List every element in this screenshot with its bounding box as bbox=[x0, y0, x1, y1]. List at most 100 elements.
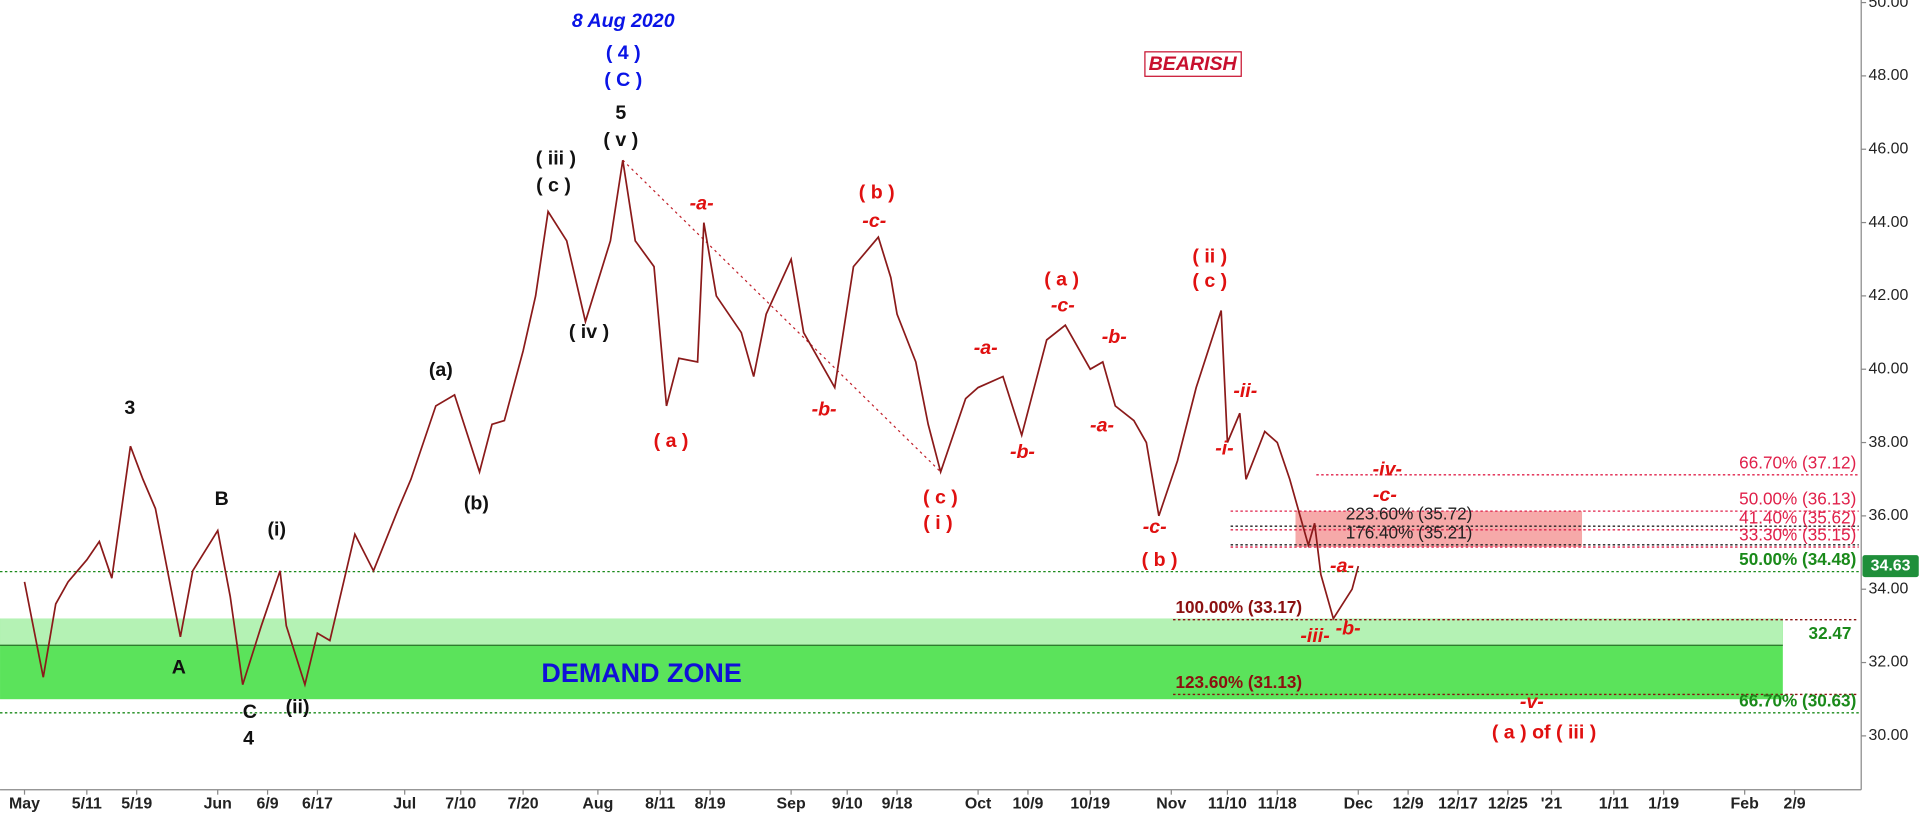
level-label: 41.40% (35.62) bbox=[1739, 507, 1856, 527]
wave-label: ( i ) bbox=[923, 512, 952, 534]
y-tick-label: 44.00 bbox=[1869, 214, 1909, 231]
x-tick-label: 1/11 bbox=[1599, 796, 1629, 813]
wave-label: 3 bbox=[124, 397, 135, 419]
wave-label: ( v ) bbox=[603, 129, 638, 151]
level-label: 33.30% (35.15) bbox=[1739, 525, 1856, 545]
wave-label: A bbox=[172, 657, 186, 679]
x-tick-label: Jul bbox=[393, 796, 416, 813]
zone-label: DEMAND ZONE bbox=[541, 658, 741, 688]
zone bbox=[0, 618, 1783, 646]
level-label: 100.00% (33.17) bbox=[1176, 597, 1303, 617]
wave-label: B bbox=[215, 488, 229, 510]
wave-label: (i) bbox=[268, 518, 286, 540]
wave-label: ( c ) bbox=[536, 174, 571, 196]
wave-label: -ii- bbox=[1233, 380, 1257, 402]
wave-label: ( ii ) bbox=[1192, 245, 1227, 267]
x-tick-label: Sep bbox=[777, 796, 806, 813]
level-label: 66.70% (30.63) bbox=[1739, 690, 1856, 710]
wave-label: ( a ) bbox=[1044, 269, 1079, 291]
wave-label: -a- bbox=[974, 337, 998, 359]
x-tick-label: 7/20 bbox=[508, 796, 539, 813]
x-tick-label: 11/18 bbox=[1258, 796, 1297, 813]
wave-label: 4 bbox=[243, 728, 254, 750]
trend-line bbox=[622, 159, 942, 473]
wave-label: ( a ) of ( iii ) bbox=[1492, 722, 1596, 744]
last-price-badge bbox=[1862, 555, 1919, 578]
level-label: 50.00% (36.13) bbox=[1739, 489, 1856, 509]
wave-label: -iv- bbox=[1373, 458, 1402, 480]
last-price-label: 34.63 bbox=[1871, 557, 1911, 574]
wave-label: ( b ) bbox=[1142, 549, 1178, 571]
wave-label: -b- bbox=[1010, 441, 1035, 463]
wave-label: ( c ) bbox=[923, 487, 958, 509]
y-tick-label: 46.00 bbox=[1869, 140, 1909, 157]
x-tick-label: Dec bbox=[1344, 796, 1373, 813]
wave-label: ( C ) bbox=[604, 69, 642, 91]
wave-label: ( iv ) bbox=[569, 321, 609, 343]
y-tick-label: 36.00 bbox=[1869, 507, 1909, 524]
wave-label: -b- bbox=[1336, 618, 1361, 640]
wave-label: -a- bbox=[690, 193, 714, 215]
badge-frame bbox=[1144, 51, 1242, 77]
x-tick-label: 6/17 bbox=[302, 796, 333, 813]
wave-label: -b- bbox=[1102, 326, 1127, 348]
wave-label: (b) bbox=[464, 493, 489, 515]
x-tick-label: Nov bbox=[1156, 796, 1186, 813]
wave-label: -v- bbox=[1520, 691, 1544, 713]
x-tick-label: 12/9 bbox=[1393, 796, 1424, 813]
wave-label: 8 Aug 2020 bbox=[572, 10, 675, 32]
x-tick-label: May bbox=[9, 796, 40, 813]
y-tick-label: 38.00 bbox=[1869, 434, 1909, 451]
wave-label: (a) bbox=[429, 359, 453, 381]
y-tick-label: 32.00 bbox=[1869, 654, 1909, 671]
level-label: 32.47 bbox=[1809, 623, 1852, 643]
x-tick-label: 8/11 bbox=[645, 796, 675, 813]
x-tick-label: 8/19 bbox=[695, 796, 726, 813]
x-tick-label: Jun bbox=[204, 796, 232, 813]
x-tick-label: 11/10 bbox=[1208, 796, 1247, 813]
wave-label: -i- bbox=[1215, 438, 1233, 460]
y-tick-label: 48.00 bbox=[1869, 67, 1909, 84]
x-tick-label: 12/25 bbox=[1488, 796, 1528, 813]
y-tick-label: 42.00 bbox=[1869, 287, 1909, 304]
x-tick-label: Aug bbox=[582, 796, 613, 813]
y-tick-label: 34.00 bbox=[1869, 580, 1909, 597]
level-label: 176.40% (35.21) bbox=[1346, 522, 1473, 542]
x-tick-label: 12/17 bbox=[1438, 796, 1478, 813]
x-tick-label: 9/18 bbox=[882, 796, 913, 813]
wave-label: -b- bbox=[812, 398, 837, 420]
wave-label: 5 bbox=[615, 102, 626, 124]
x-tick-label: 10/9 bbox=[1012, 796, 1043, 813]
wave-label: ( b ) bbox=[859, 182, 895, 204]
level-label: 223.60% (35.72) bbox=[1346, 504, 1473, 524]
x-tick-label: Oct bbox=[965, 796, 992, 813]
wave-label: -c- bbox=[1373, 484, 1397, 506]
x-tick-label: Feb bbox=[1731, 796, 1760, 813]
x-tick-label: 9/10 bbox=[832, 796, 863, 813]
level-label: 50.00% (34.48) bbox=[1739, 549, 1856, 569]
zone bbox=[1295, 511, 1583, 548]
wave-label: ( c ) bbox=[1192, 270, 1227, 292]
level-label: 66.70% (37.12) bbox=[1739, 452, 1856, 472]
wave-label: -c- bbox=[1051, 294, 1075, 316]
x-tick-label: 7/10 bbox=[445, 796, 476, 813]
x-tick-label: 6/9 bbox=[257, 796, 279, 813]
x-tick-label: 1/19 bbox=[1648, 796, 1679, 813]
wave-label: -c- bbox=[862, 210, 886, 232]
x-tick-label: 2/9 bbox=[1783, 796, 1805, 813]
wave-label: (ii) bbox=[286, 696, 310, 718]
level-label: 123.60% (31.13) bbox=[1176, 672, 1303, 692]
wave-label: C bbox=[243, 701, 257, 723]
y-tick-label: 50.00 bbox=[1869, 0, 1909, 11]
x-tick-label: '21 bbox=[1541, 796, 1563, 813]
wave-label: -iii- bbox=[1300, 625, 1329, 647]
wave-label: ( 4 ) bbox=[606, 42, 641, 64]
y-tick-label: 30.00 bbox=[1869, 727, 1909, 744]
price-line bbox=[23, 160, 1360, 688]
x-tick-label: 10/19 bbox=[1070, 796, 1110, 813]
x-tick-label: 5/11 bbox=[72, 796, 102, 813]
wave-label: ( a ) bbox=[654, 430, 689, 452]
y-tick-label: 40.00 bbox=[1869, 360, 1909, 377]
